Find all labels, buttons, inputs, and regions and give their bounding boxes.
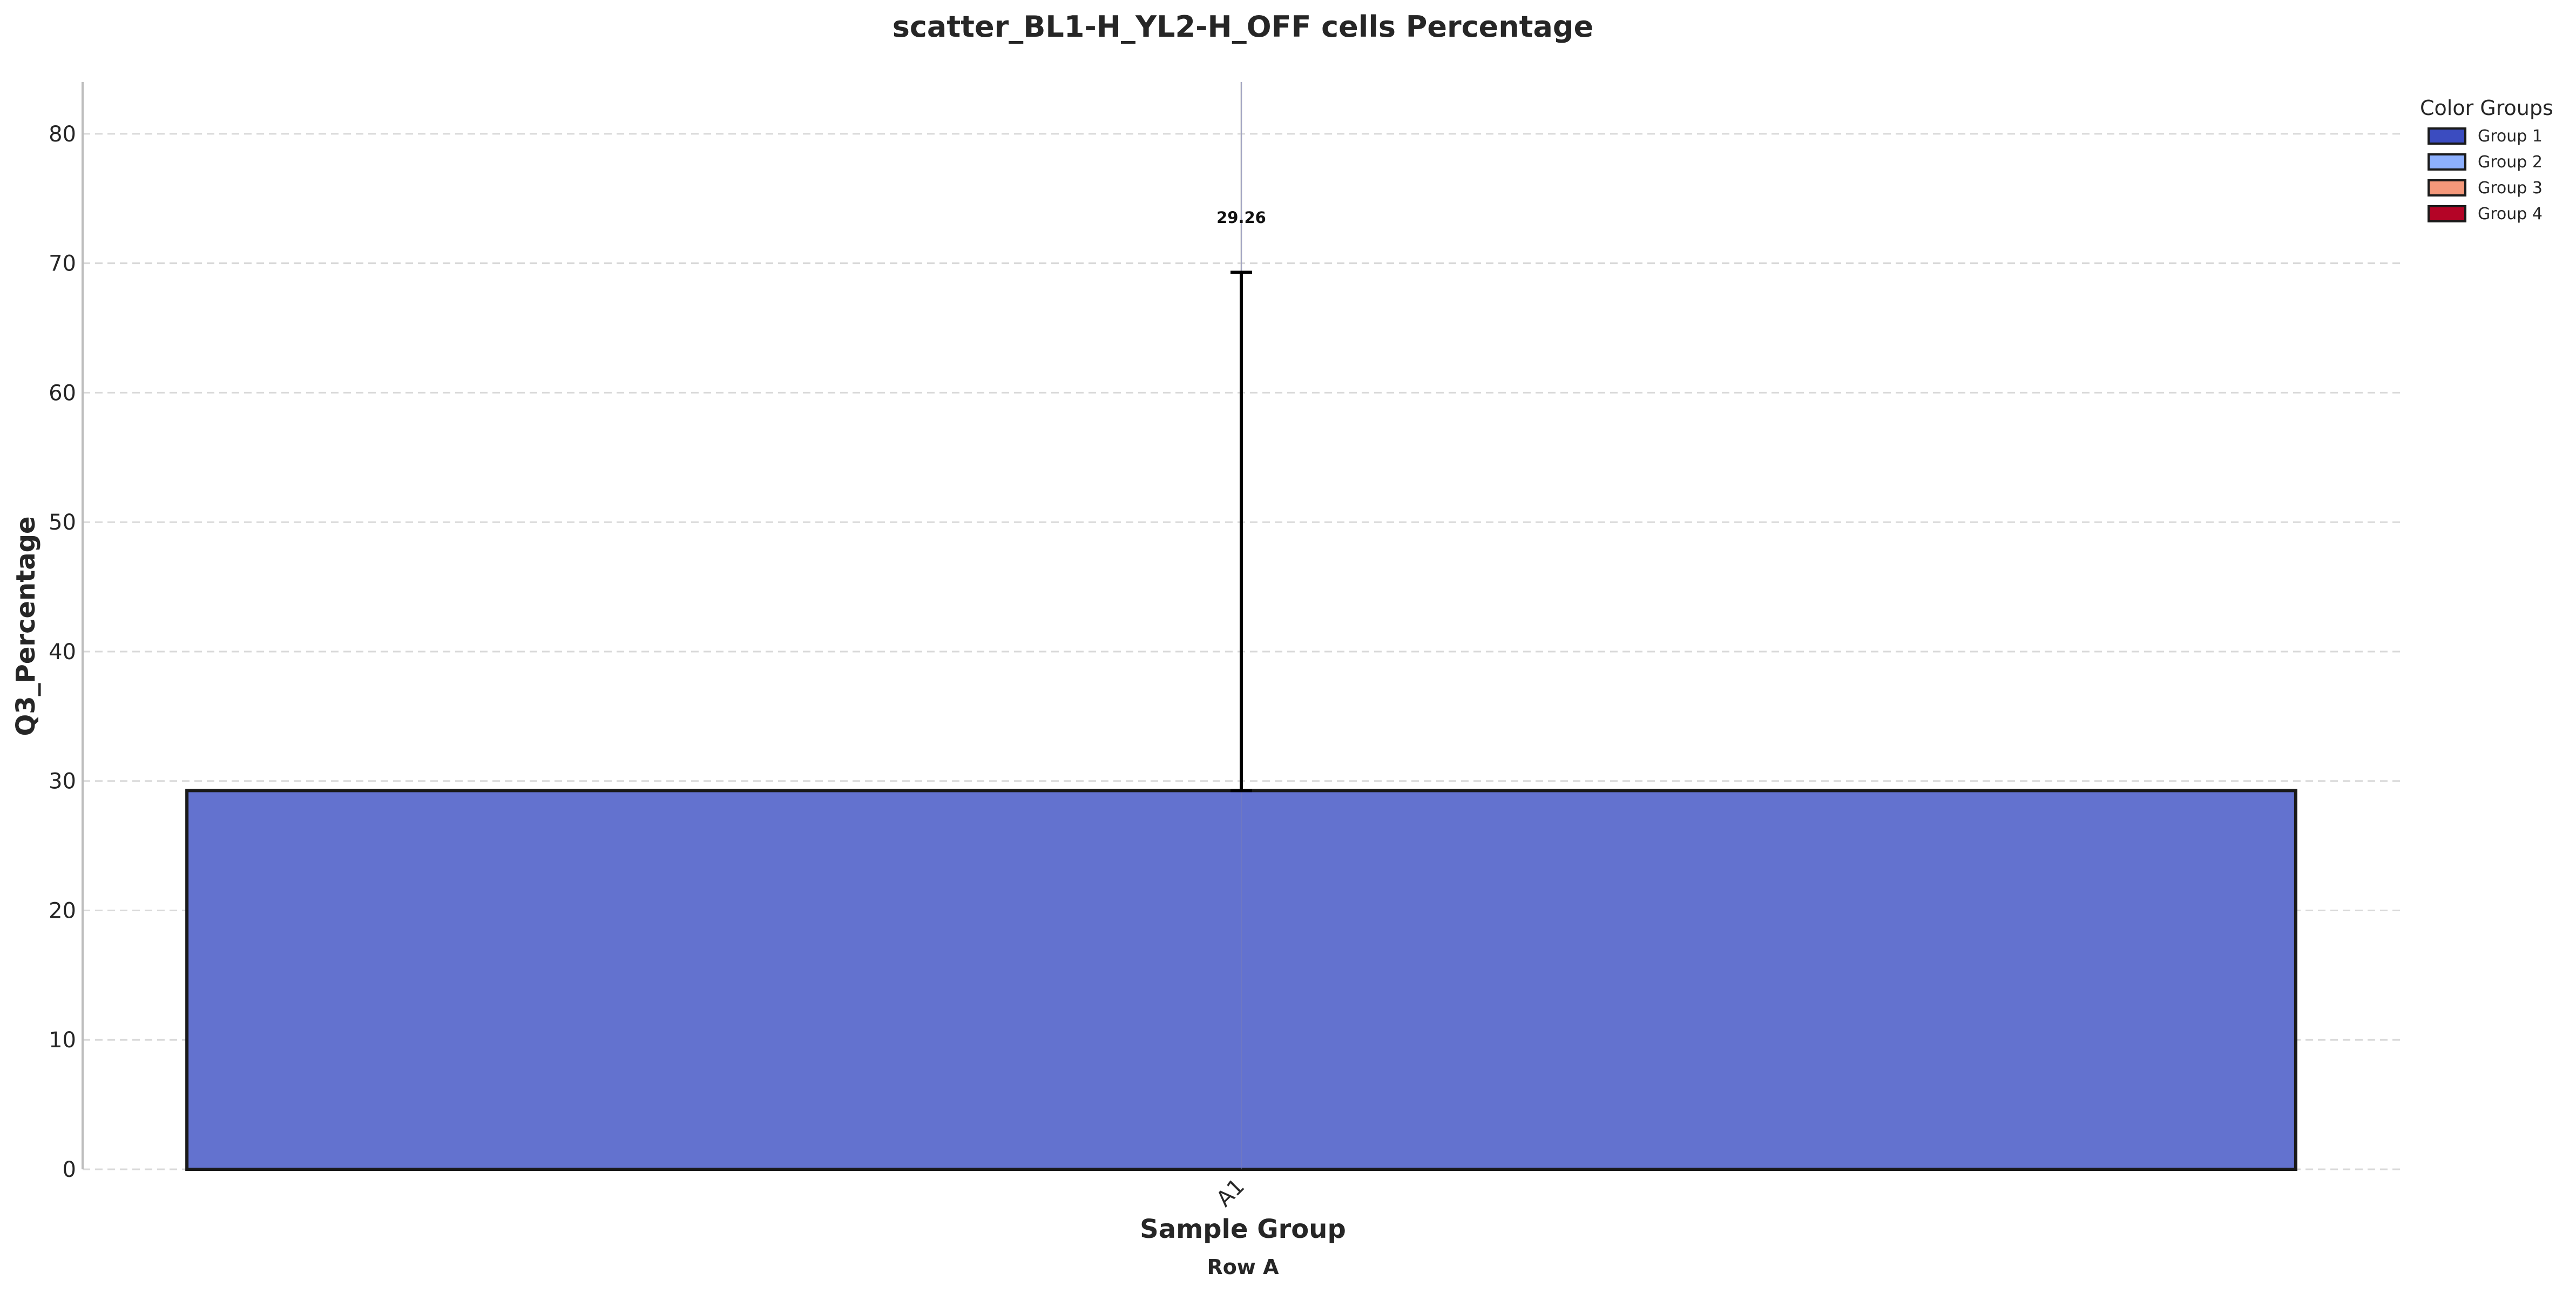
x-axis-label: Sample Group bbox=[1140, 1214, 1346, 1244]
legend-title: Color Groups bbox=[2420, 96, 2553, 120]
x-axis-sublabel: Row A bbox=[1207, 1255, 1279, 1279]
y-tick-label: 50 bbox=[49, 510, 76, 535]
legend-label: Group 1 bbox=[2478, 127, 2543, 146]
y-axis-label: Q3_Percentage bbox=[11, 516, 41, 736]
legend: Color Groups Group 1 Group 2 Group 3 Group … bbox=[2420, 96, 2553, 223]
y-tick-labels: 0 10 20 30 40 50 60 70 80 bbox=[49, 122, 76, 1182]
error-bars bbox=[1230, 270, 1252, 792]
y-tick-label: 40 bbox=[49, 640, 76, 665]
y-tick-label: 70 bbox=[49, 252, 76, 276]
chart-title: scatter_BL1-H_YL2-H_OFF cells Percentage bbox=[893, 10, 1593, 44]
y-tick-label: 80 bbox=[49, 122, 76, 147]
legend-swatch bbox=[2428, 153, 2466, 171]
y-tick-label: 0 bbox=[63, 1157, 76, 1182]
x-tick-label-A1: A1 bbox=[1212, 1174, 1249, 1212]
y-tick-label: 30 bbox=[49, 769, 76, 794]
y-tick-label: 20 bbox=[49, 898, 76, 923]
data-label-A1: 29.26 bbox=[1216, 208, 1266, 227]
y-tick-label: 10 bbox=[49, 1028, 76, 1053]
legend-swatch bbox=[2428, 127, 2466, 145]
legend-swatch bbox=[2428, 205, 2466, 222]
y-tick-label: 60 bbox=[49, 381, 76, 405]
legend-label: Group 3 bbox=[2478, 179, 2543, 198]
data-labels: 29.26 bbox=[1216, 208, 1266, 227]
legend-label: Group 4 bbox=[2478, 205, 2543, 223]
x-tick-labels: A1 bbox=[1212, 1174, 1249, 1212]
legend-label: Group 2 bbox=[2478, 153, 2543, 172]
legend-swatch bbox=[2428, 179, 2466, 197]
